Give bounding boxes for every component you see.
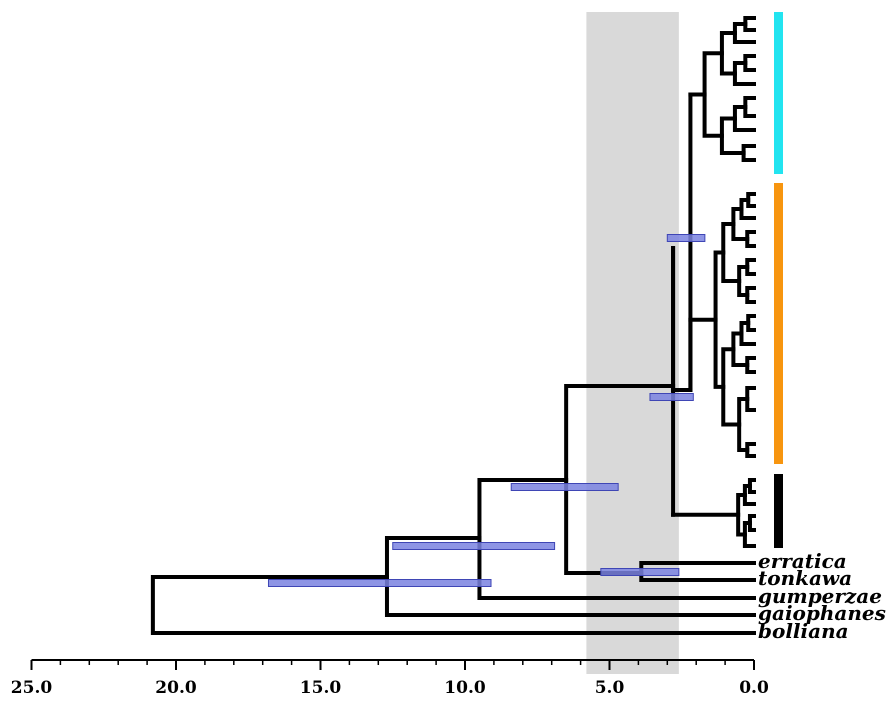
clade-bar-cyan [774,12,783,174]
clade-bar-orange [774,183,783,464]
clade-bar-black [774,474,783,548]
hpd-bar-root [267,579,492,587]
tip-labels: erraticatonkawagumperzaegaiophanesbollia… [758,549,886,643]
tip-label-tonkawa: tonkawa [758,566,852,590]
tip-label-gumperzae: gumperzae [758,584,882,608]
tick-label: 20.0 [155,678,197,698]
tip-label-erratica: erratica [758,549,847,573]
tip-label-gaiophanes: gaiophanes [758,601,886,625]
cyan-clade-branch [702,51,724,138]
time-axis: 25.0 20.0 15.0 10.0 5.0 0.0 [11,659,769,698]
orange-clade-branch [721,222,742,283]
root-node [150,575,756,635]
cyan-clade-branch [719,116,746,155]
tick-label: 15.0 [300,678,342,698]
hpd-bar-erratica+tonkawa [600,568,680,576]
hpd-bar-cyan+orange+black [666,234,706,242]
tick-label: 25.0 [11,678,53,698]
tick-label: 10.0 [444,678,486,698]
tick-label: 0.0 [739,678,769,698]
hpd-bar-all-except-gaiophanes-bolliana [510,483,619,491]
node-age-error-bars [267,234,706,587]
tip-label-bolliana: bolliana [758,619,849,643]
hpd-bar-all-except-bolliana [392,542,556,550]
clade-color-bars [774,12,783,548]
hpd-bar-cyan+orange [649,393,694,401]
tick-label: 5.0 [595,678,625,698]
orange-clade-branch [721,347,742,427]
